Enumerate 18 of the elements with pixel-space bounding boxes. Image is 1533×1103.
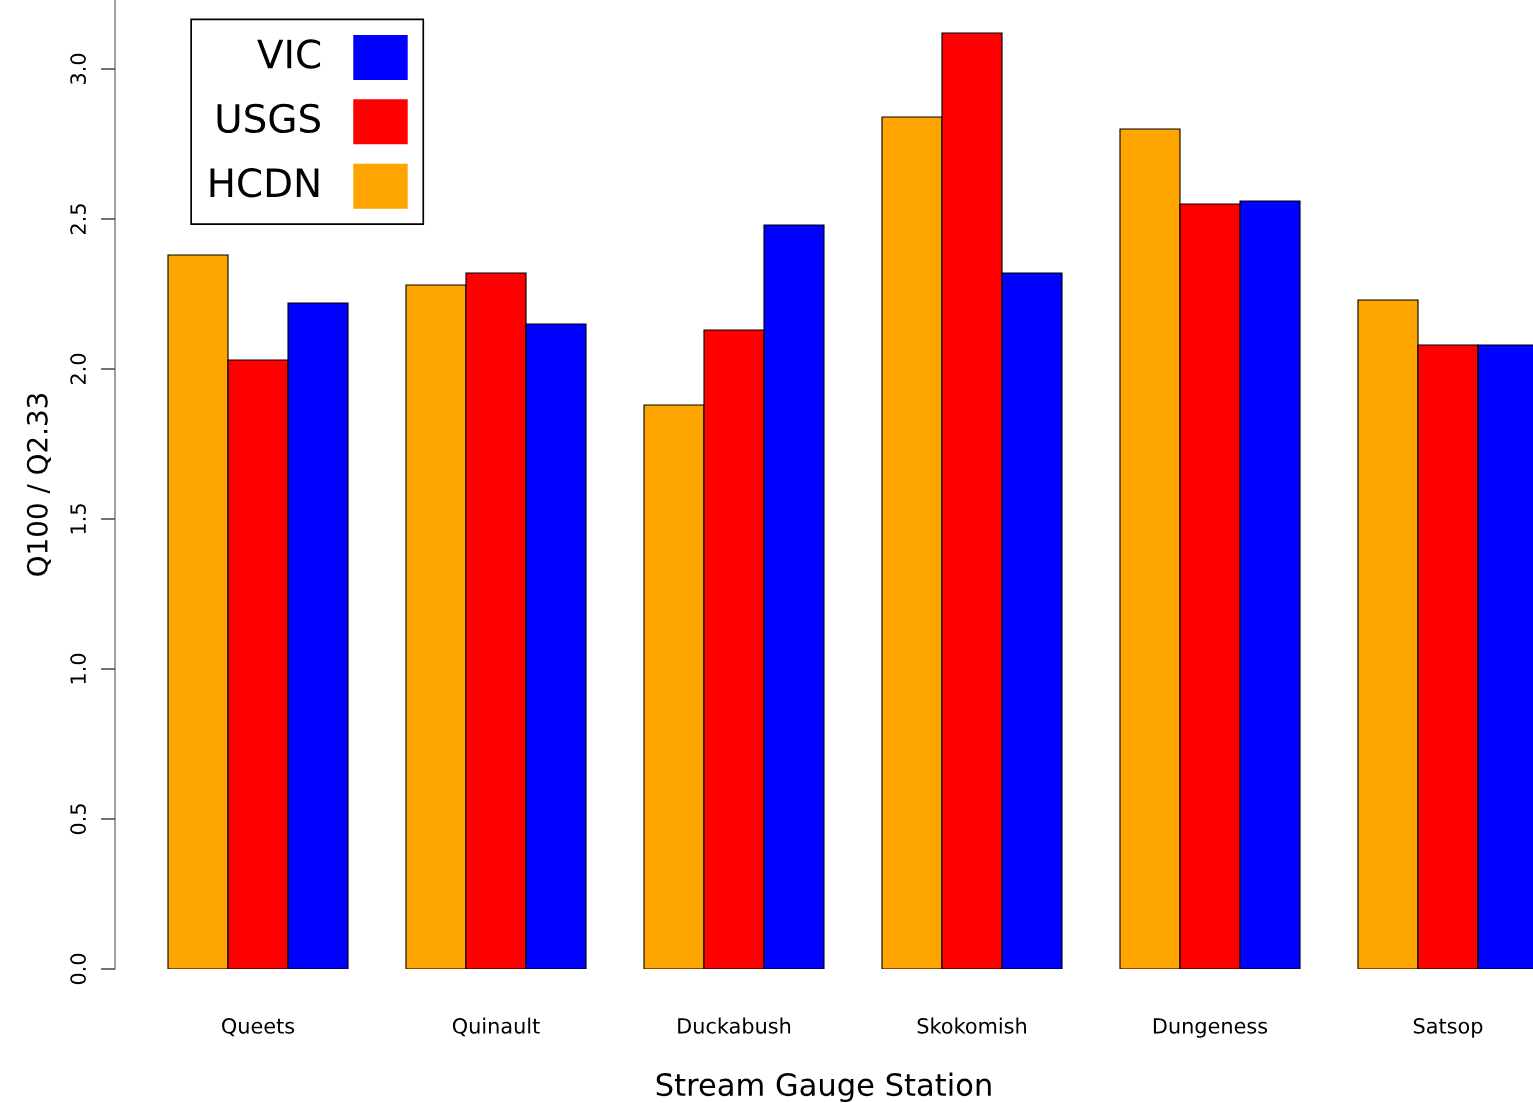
y-tick-label: 0.5	[70, 804, 86, 835]
x-tick-label: Skokomish	[917, 1017, 1026, 1034]
y-tick-label: 1.0	[70, 653, 86, 684]
x-axis-title: Stream Gauge Station	[656, 1072, 991, 1103]
x-tick-label: Queets	[222, 1017, 295, 1037]
y-axis-title: Q100 / Q2.33	[26, 393, 51, 576]
x-tick-label: Dungeness	[1153, 1018, 1268, 1038]
y-tick-label: 0.0	[70, 953, 86, 985]
legend-label: VIC	[257, 39, 321, 69]
x-tick-label: Duckabush	[678, 1017, 791, 1034]
y-tick-label: 3.0	[70, 53, 86, 84]
y-tick-label: 2.5	[70, 204, 86, 235]
legend-label: USGS	[217, 103, 320, 134]
x-tick-label: Satsop	[1413, 1017, 1483, 1038]
y-tick-label: 2.0	[70, 353, 86, 385]
x-tick-label: Quinault	[452, 1017, 540, 1037]
y-tick-label: 1.5	[70, 504, 86, 534]
legend-label: HCDN	[210, 168, 319, 198]
